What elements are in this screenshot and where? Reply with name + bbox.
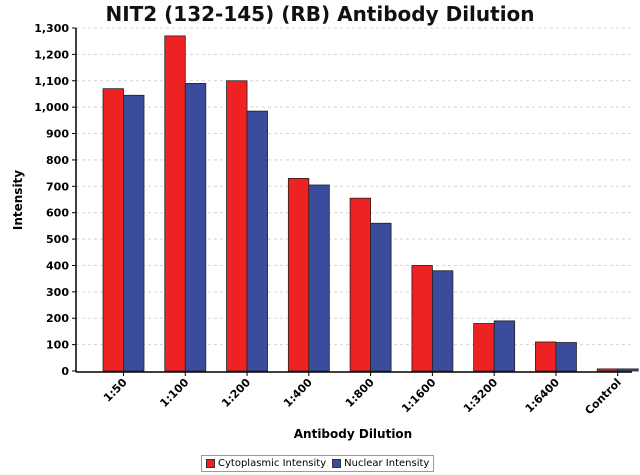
bar-cytoplasmic <box>102 88 124 372</box>
x-tick-label: 1:100 <box>157 376 191 410</box>
y-tick-label: 700 <box>46 180 69 193</box>
bar-cytoplasmic <box>164 35 186 372</box>
bar-nuclear <box>617 368 639 372</box>
x-tick-label: 1:800 <box>343 376 377 410</box>
bar-cytoplasmic <box>226 80 248 372</box>
bar-cytoplasmic <box>596 368 619 372</box>
x-tick-label: 1:400 <box>281 376 315 410</box>
y-tick-label: 500 <box>46 233 69 246</box>
y-tick-label: 1,100 <box>34 75 69 88</box>
x-tick-label: 1:6400 <box>523 376 563 416</box>
bar-nuclear <box>493 320 516 372</box>
x-tick-label: Control <box>582 376 623 417</box>
bar-cytoplasmic <box>535 341 557 372</box>
bar-nuclear <box>308 184 330 372</box>
y-tick-label: 0 <box>61 365 69 378</box>
y-tick-label: 600 <box>46 207 69 220</box>
bar-nuclear <box>246 110 268 372</box>
bar-cytoplasmic <box>349 197 372 372</box>
bars-group <box>102 35 639 372</box>
bar-cytoplasmic <box>473 323 495 372</box>
legend-item-cytoplasmic: Cytoplasmic Intensity <box>206 458 326 469</box>
chart-title: NIT2 (132-145) (RB) Antibody Dilution <box>105 2 535 26</box>
legend-item-nuclear: Nuclear Intensity <box>332 458 429 469</box>
y-tick-label: 200 <box>46 312 69 325</box>
bar-nuclear <box>184 83 207 372</box>
x-tick-label: 1:200 <box>219 376 253 410</box>
y-tick-label: 1,200 <box>34 48 69 61</box>
bar-nuclear <box>123 94 145 372</box>
x-axis-label: Antibody Dilution <box>294 427 412 441</box>
x-ticks: 1:50 1:100 1:200 1:400 1:800 1:1600 1:3200 1:64… <box>101 372 624 417</box>
legend-swatch-cytoplasmic <box>206 459 215 468</box>
y-tick-label: 1,000 <box>34 101 69 114</box>
y-tick-label: 1,300 <box>34 22 69 35</box>
legend-label-cytoplasmic: Cytoplasmic Intensity <box>218 458 327 469</box>
bar-cytoplasmic <box>411 265 433 372</box>
y-tick-label: 400 <box>46 259 69 272</box>
axes <box>75 28 632 373</box>
legend-swatch-nuclear <box>332 459 342 468</box>
y-axis-label: Intensity <box>11 170 25 230</box>
y-tick-label: 800 <box>46 154 69 167</box>
x-tick-label: 1:1600 <box>399 376 439 416</box>
y-tick-label: 300 <box>46 286 69 299</box>
y-ticks: 0 100 200 300 400 500 600 700 800 900 1,000 1,100 1,… <box>34 22 76 378</box>
bar-nuclear <box>431 270 454 372</box>
bar-cytoplasmic <box>287 177 310 372</box>
y-tick-label: 900 <box>46 128 69 141</box>
legend: Cytoplasmic Intensity Nuclear Intensity <box>201 455 435 472</box>
x-tick-label: 1:50 <box>101 376 130 405</box>
y-tick-label: 100 <box>46 339 69 352</box>
bar-nuclear <box>370 222 392 372</box>
bar-nuclear <box>555 342 577 372</box>
x-tick-label: 1:3200 <box>461 376 501 416</box>
legend-label-nuclear: Nuclear Intensity <box>344 458 430 469</box>
